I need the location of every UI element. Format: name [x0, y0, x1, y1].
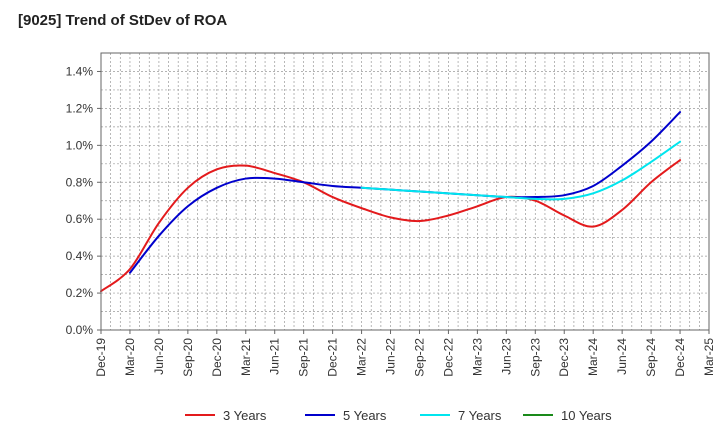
x-tick-label: Jun-22 [384, 338, 398, 375]
legend-label-3-years: 3 Years [223, 408, 267, 423]
x-tick-label: Mar-21 [239, 338, 253, 376]
legend-label-7-years: 7 Years [458, 408, 502, 423]
plot-area-frame [100, 52, 710, 331]
y-tick-label: 1.0% [66, 138, 94, 152]
y-tick-label: 0.2% [66, 286, 94, 300]
x-tick-label: Mar-24 [586, 338, 600, 376]
x-tick-label: Dec-23 [557, 338, 571, 377]
y-tick-label: 0.4% [66, 249, 94, 263]
x-axis-ticks: Dec-19 Mar-20 Jun-20 Sep-20 Dec-20 Mar-21 Jun-… [94, 330, 716, 377]
x-tick-label: Jun-23 [499, 338, 513, 375]
x-tick-label: Sep-23 [528, 338, 542, 377]
x-tick-label: Sep-20 [181, 338, 195, 377]
y-tick-label: 0.8% [66, 175, 94, 189]
y-tick-label: 0.0% [66, 323, 94, 337]
x-tick-label: Mar-22 [355, 338, 369, 376]
series-layer [100, 111, 682, 293]
series-line-7-years [360, 140, 682, 201]
y-tick-label: 0.6% [66, 212, 94, 226]
series-line-3-years [100, 159, 682, 293]
x-tick-label: Dec-24 [673, 338, 687, 377]
x-tick-label: Mar-23 [470, 338, 484, 376]
x-tick-label: Dec-22 [441, 338, 455, 377]
y-axis-ticks: 0.0% 0.2% 0.4% 0.6% 0.8% 1.0% 1.2% 1.4% [66, 64, 101, 337]
legend-label-10-years: 10 Years [561, 408, 612, 423]
y-tick-label: 1.2% [66, 101, 94, 115]
x-tick-label: Sep-24 [644, 338, 658, 377]
x-tick-label: Sep-21 [297, 338, 311, 377]
x-tick-label: Dec-20 [210, 338, 224, 377]
chart-title: [9025] Trend of StDev of ROA [18, 12, 228, 29]
x-tick-label: Mar-25 [702, 338, 716, 376]
x-tick-label: Jun-24 [615, 338, 629, 375]
x-tick-label: Dec-21 [326, 338, 340, 377]
y-tick-label: 1.4% [66, 64, 94, 78]
x-tick-label: Jun-20 [152, 338, 166, 375]
x-tick-label: Mar-20 [123, 338, 137, 376]
legend-label-5-years: 5 Years [343, 408, 387, 423]
legend: 3 Years 5 Years 7 Years 10 Years [185, 408, 612, 423]
x-tick-label: Dec-19 [94, 338, 108, 377]
x-tick-label: Jun-21 [268, 338, 282, 375]
x-tick-label: Sep-22 [412, 338, 426, 377]
